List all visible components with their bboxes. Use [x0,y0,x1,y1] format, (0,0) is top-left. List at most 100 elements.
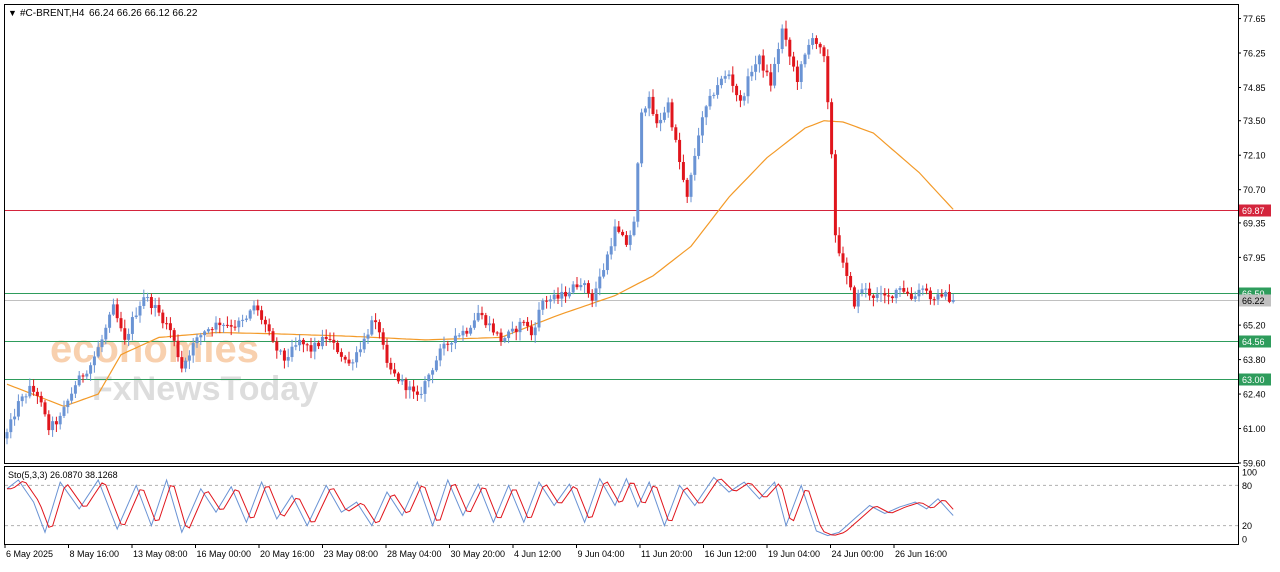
candle-body [153,305,157,308]
candle-body [168,323,172,331]
candle-body [632,221,636,236]
price-tick-label: 61.00 [1243,424,1266,434]
candle-body [583,283,587,286]
candle-body [358,349,362,353]
candle-body [704,106,708,118]
candle-body [750,71,754,77]
candle-body [852,287,856,307]
candle-body [594,288,598,301]
candle-body [788,39,792,57]
candle-body [58,415,62,425]
price-tick-label: 63.80 [1243,355,1266,365]
candle-body [917,289,921,297]
time-tick-label: 8 May 16:00 [70,549,120,559]
candle-body [393,369,397,374]
candle-body [822,47,826,57]
candle-body [742,96,746,101]
candle-body [77,375,81,386]
candle-body [206,329,210,332]
candle-body [928,290,932,300]
candle-body [833,154,837,236]
level-label-resistance: 69.87 [1242,206,1265,216]
candle-body [32,385,36,392]
candle-body [199,335,203,338]
candle-body [339,352,343,357]
candle-body [51,421,55,431]
candle-body [260,310,264,320]
time-tick-label: 30 May 20:00 [451,549,506,559]
candle-body [624,235,628,245]
candle-body [54,421,58,425]
candle-body [613,226,617,247]
candle-body [655,114,659,124]
level-label-box-support-2 [1239,335,1271,348]
candle-body [85,373,89,377]
ma-layer [6,120,954,408]
candle-body [309,345,313,352]
candle-body [294,345,298,347]
candle-body [807,44,811,55]
watermark-fxnewstoday: FxNewsToday [92,370,318,408]
candle-body [518,321,522,333]
candle-body [533,327,537,336]
price-tick-label: 72.10 [1243,151,1266,161]
candle-body [138,305,142,316]
candle-body [100,339,104,348]
candle-body [780,28,784,50]
candle-body [381,332,385,345]
candle-body [248,310,252,319]
candle-body [795,66,799,83]
candle-body [9,419,13,433]
candle-body [746,76,750,97]
candle-body [328,338,332,340]
time-tick-label: 26 Jun 16:00 [895,549,947,559]
candle-body [567,292,571,297]
candle-body [685,179,689,197]
candle-body [689,174,693,197]
candle-body [218,322,222,326]
candle-body [784,28,788,40]
candle-body [305,344,309,346]
candle-body [814,38,818,44]
candle-body [681,162,685,180]
candle-body [761,55,765,71]
candle-body [902,288,906,292]
candle-body [324,336,328,339]
level-label-box-resistance [1239,204,1271,217]
candle-body [362,338,366,350]
candle-body [320,336,324,347]
candle-body [442,343,446,349]
candle-body [130,317,134,334]
candle-body [837,235,841,254]
candle-body [347,359,351,364]
candle-body [225,324,229,326]
candle-body [545,300,549,302]
candle-body [469,327,473,334]
stochastic-axis: 100 80 20 0 [1242,468,1257,545]
candle-body [191,343,195,356]
candle-body [571,284,575,293]
candle-body [548,299,552,302]
triangle-down-icon[interactable]: ▼ [8,8,17,18]
candle-body [180,357,184,369]
candle-body [267,324,271,332]
candle-body [579,285,583,288]
candle-body [856,293,860,307]
candle-body [450,343,454,345]
candle-body [233,326,237,328]
candle-body [446,343,450,345]
candle-body [412,386,416,392]
candle-body [385,344,389,363]
candle-body [773,63,777,86]
candle-body [35,391,39,396]
time-tick-label: 16 May 00:00 [197,549,252,559]
time-tick-label: 4 Jun 12:00 [514,549,561,559]
candle-body [541,300,545,310]
candle-body [453,335,457,344]
candle-body [556,294,560,299]
candle-body [708,95,712,107]
candle-body [913,296,917,299]
candle-body [366,334,370,339]
